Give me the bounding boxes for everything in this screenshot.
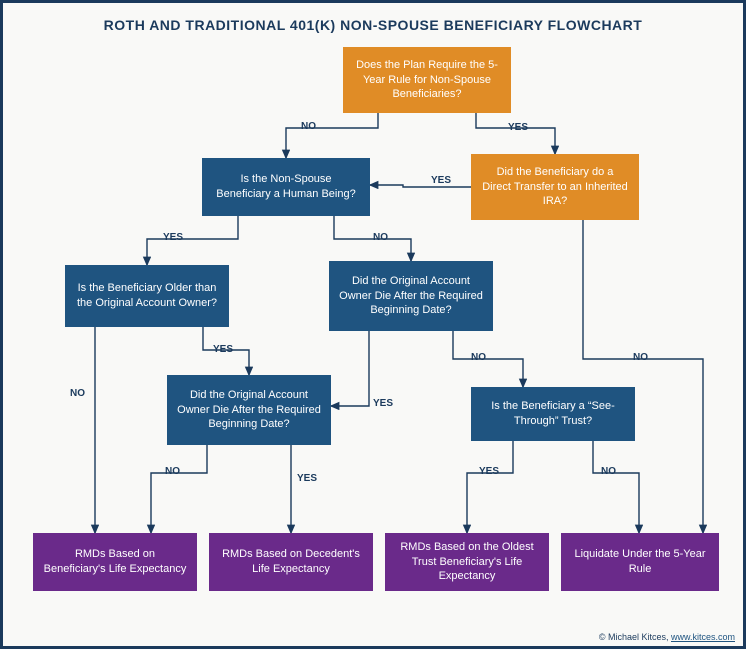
edge-label-2: YES (431, 175, 451, 186)
edge-1 (476, 113, 555, 154)
edge-9 (331, 331, 369, 406)
node-n8: RMDs Based on Beneficiary's Life Expecta… (33, 533, 197, 591)
edge-3 (147, 216, 238, 265)
flowchart-frame: ROTH AND TRADITIONAL 401(K) NON-SPOUSE B… (0, 0, 746, 649)
node-n3: Did the Beneficiary do a Direct Transfer… (471, 154, 639, 220)
edge-11 (583, 220, 703, 533)
edge-0 (286, 113, 378, 158)
credit-text: © Michael Kitces, (599, 632, 671, 642)
node-n1: Does the Plan Require the 5-Year Rule fo… (343, 47, 511, 113)
node-n6: Did the Original Account Owner Die After… (167, 375, 331, 445)
edge-12 (467, 441, 513, 533)
node-n4: Is the Beneficiary Older than the Origin… (65, 265, 229, 327)
edge-label-11: NO (633, 352, 648, 363)
edge-label-12: YES (479, 466, 499, 477)
node-n2: Is the Non-Spouse Beneficiary a Human Be… (202, 158, 370, 216)
node-n7: Is the Beneficiary a “See-Through” Trust… (471, 387, 635, 441)
edge-7 (151, 445, 207, 533)
edge-label-4: NO (373, 232, 388, 243)
credit-line: © Michael Kitces, www.kitces.com (599, 632, 735, 642)
edge-label-7: NO (165, 466, 180, 477)
edge-label-9: YES (373, 398, 393, 409)
node-n9: RMDs Based on Decedent's Life Expectancy (209, 533, 373, 591)
credit-link[interactable]: www.kitces.com (671, 632, 735, 642)
edge-label-5: YES (213, 344, 233, 355)
node-n11: Liquidate Under the 5-Year Rule (561, 533, 719, 591)
edge-label-6: NO (70, 388, 85, 399)
node-n5: Did the Original Account Owner Die After… (329, 261, 493, 331)
edge-label-1: YES (508, 122, 528, 133)
edge-13 (593, 441, 639, 533)
edge-10 (453, 331, 523, 387)
edge-label-13: NO (601, 466, 616, 477)
node-n10: RMDs Based on the Oldest Trust Beneficia… (385, 533, 549, 591)
chart-title: ROTH AND TRADITIONAL 401(K) NON-SPOUSE B… (3, 17, 743, 33)
edge-2 (370, 185, 471, 187)
edge-label-3: YES (163, 232, 183, 243)
edge-label-10: NO (471, 352, 486, 363)
edge-label-8: YES (297, 473, 317, 484)
edge-label-0: NO (301, 121, 316, 132)
